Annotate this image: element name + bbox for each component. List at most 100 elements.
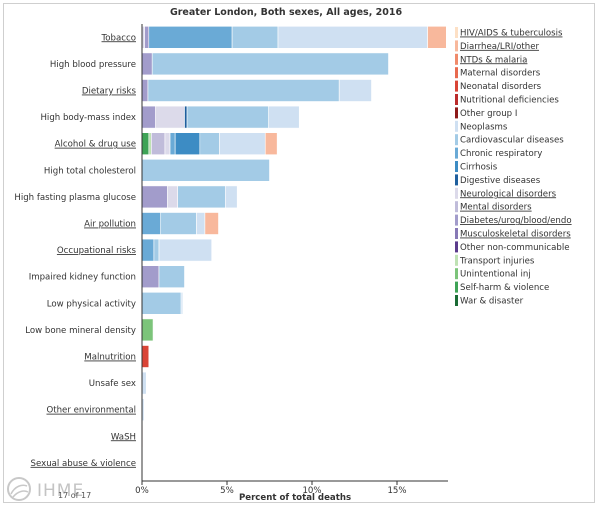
bar-segment-low-bone-mineral-density-unintentional-inj[interactable]	[141, 318, 154, 342]
legend-swatch-cardiovascular-diseases	[455, 134, 458, 146]
bar-segment-tobacco-diabetes-urog-blood-endo[interactable]	[144, 25, 150, 49]
legend-item-hiv-aids-tuberculosis[interactable]: HIV/AIDS & tuberculosis	[460, 29, 563, 39]
bar-segment-impaired-kidney-function-diabetes-urog-blood-endo[interactable]	[141, 265, 160, 289]
legend-item-other-non-communicable[interactable]: Other non-communicable	[460, 243, 570, 253]
category-label-high-total-cholesterol: High total cholesterol	[44, 166, 136, 176]
legend-item-cardiovascular-diseases[interactable]: Cardiovascular diseases	[460, 136, 564, 146]
legend-swatch-nutritional-deficiencies	[455, 94, 458, 105]
legend-item-other-group-i[interactable]: Other group I	[460, 109, 517, 119]
legend-item-unintentional-inj[interactable]: Unintentional inj	[460, 270, 531, 280]
legend-item-mental-disorders[interactable]: Mental disorders	[460, 203, 532, 213]
x-tick-label-10: 10%	[302, 486, 321, 496]
bar-segment-low-physical-activity-cardiovascular-diseases[interactable]	[141, 291, 182, 315]
legend: HIV/AIDS & tuberculosis Diarrhea/LRI/othe…	[455, 27, 572, 307]
bar-segment-occupational-risks-chronic-respiratory[interactable]	[141, 238, 155, 262]
bar-segment-tobacco-chronic-respiratory[interactable]	[148, 25, 233, 49]
legend-item-diabetes-urog-blood-endo[interactable]: Diabetes/urog/blood/endo	[460, 216, 572, 226]
category-label-sexual-abuse-violence[interactable]: Sexual abuse & violence	[31, 459, 136, 469]
bar-segment-alcohol-drug-use-diarrhea-lri-other[interactable]	[264, 132, 278, 155]
bar-segment-air-pollution-neoplasms[interactable]	[196, 212, 206, 235]
bar-segment-high-body-mass-index-neurological-disorders[interactable]	[155, 105, 185, 129]
bar-segment-alcohol-drug-use-mental-disorders[interactable]	[151, 132, 166, 155]
legend-item-nutritional-deficiencies[interactable]: Nutritional deficiencies	[460, 96, 559, 106]
legend-swatch-neoplasms	[455, 120, 458, 132]
x-axis-label: Percent of total deaths	[239, 493, 351, 503]
bar-segment-high-fasting-plasma-glucose-neoplasms[interactable]	[225, 185, 238, 209]
legend-swatch-transport-injuries	[455, 254, 458, 266]
bar-segment-air-pollution-cardiovascular-diseases[interactable]	[160, 212, 197, 235]
category-label-wash[interactable]: WaSH	[111, 432, 136, 442]
legend-swatch-diarrhea-lri-other	[455, 40, 458, 52]
legend-item-cirrhosis[interactable]: Cirrhosis	[460, 163, 498, 173]
ihme-logo-mark	[10, 484, 29, 498]
bar-segment-alcohol-drug-use-chronic-respiratory[interactable]	[169, 132, 176, 155]
bar-segment-alcohol-drug-use-cirrhosis[interactable]	[174, 132, 201, 155]
bar-segment-high-body-mass-index-diabetes-urog-blood-endo[interactable]	[141, 105, 156, 129]
legend-item-chronic-respiratory[interactable]: Chronic respiratory	[460, 149, 542, 159]
legend-item-transport-injuries[interactable]: Transport injuries	[459, 256, 535, 266]
bar-segment-alcohol-drug-use-neoplasms[interactable]	[219, 132, 266, 155]
category-label-low-physical-activity: Low physical activity	[47, 299, 136, 309]
category-labels: Tobacco High blood pressure Dietary risks H…	[14, 33, 136, 469]
legend-item-neonatal-disorders[interactable]: Neonatal disorders	[460, 82, 542, 92]
legend-swatch-digestive-diseases	[455, 174, 458, 186]
bar-segment-air-pollution-chronic-respiratory[interactable]	[141, 212, 162, 235]
category-label-occupational-risks[interactable]: Occupational risks	[57, 246, 137, 256]
bar-segment-low-physical-activity-neoplasms[interactable]	[180, 291, 184, 315]
legend-item-neoplasms[interactable]: Neoplasms	[460, 122, 508, 132]
bar-segment-dietary-risks-neoplasms[interactable]	[338, 79, 372, 102]
bar-segment-tobacco-diarrhea-lri-other[interactable]	[427, 25, 447, 49]
bar-segment-air-pollution-diarrhea-lri-other[interactable]	[204, 212, 219, 235]
legend-item-digestive-diseases[interactable]: Digestive diseases	[460, 176, 541, 186]
legend-item-neurological-disorders[interactable]: Neurological disorders	[460, 189, 557, 199]
category-label-impaired-kidney-function: Impaired kidney function	[29, 273, 136, 283]
bar-segment-dietary-risks-diabetes-urog-blood-endo[interactable]	[141, 79, 149, 102]
bar-segment-dietary-risks-cardiovascular-diseases[interactable]	[147, 79, 340, 102]
legend-swatch-other-group-i	[455, 107, 458, 119]
legend-item-self-harm-violence[interactable]: Self-harm & violence	[460, 283, 549, 293]
bar-segment-tobacco-cardiovascular-diseases[interactable]	[231, 25, 279, 49]
bar-segment-tobacco-neoplasms[interactable]	[277, 25, 428, 49]
bar-segment-high-fasting-plasma-glucose-diabetes-urog-blood-endo[interactable]	[141, 185, 168, 209]
bar-segment-high-body-mass-index-cardiovascular-diseases[interactable]	[186, 105, 269, 129]
bar-segment-alcohol-drug-use-self-harm-violence[interactable]	[141, 132, 150, 155]
legend-swatch-war-disaster	[455, 295, 458, 306]
legend-item-war-disaster[interactable]: War & disaster	[460, 297, 524, 307]
category-label-tobacco[interactable]: Tobacco	[101, 33, 136, 43]
category-label-air-pollution[interactable]: Air pollution	[84, 220, 136, 230]
bar-segment-high-blood-pressure-diabetes-urog-blood-endo[interactable]	[141, 52, 153, 76]
bar-segment-unsafe-sex-neoplasms[interactable]	[141, 371, 147, 395]
category-label-malnutrition[interactable]: Malnutrition	[84, 353, 136, 363]
category-label-high-blood-pressure: High blood pressure	[50, 60, 136, 70]
category-label-alcohol-drug-use[interactable]: Alcohol & drug use	[55, 140, 136, 150]
bar-segment-alcohol-drug-use-neurological-disorders[interactable]	[164, 132, 171, 155]
category-label-high-fasting-plasma-glucose: High fasting plasma glucose	[14, 193, 136, 203]
bar-segment-high-total-cholesterol-cardiovascular-diseases[interactable]	[141, 159, 270, 182]
bar-segment-high-body-mass-index-digestive-diseases[interactable]	[184, 105, 188, 129]
bar-segment-high-blood-pressure-cardiovascular-diseases[interactable]	[151, 52, 389, 76]
legend-swatch-musculoskeletal-disorders	[455, 228, 458, 239]
category-label-dietary-risks[interactable]: Dietary risks	[82, 87, 137, 97]
chart-title: Greater London, Both sexes, All ages, 20…	[170, 7, 403, 18]
legend-swatch-hiv-aids-tuberculosis	[455, 27, 458, 38]
ihme-logo: IHME	[7, 477, 84, 501]
bar-segment-impaired-kidney-function-cardiovascular-diseases[interactable]	[158, 265, 185, 289]
ihme-logo-text: IHME	[37, 481, 84, 501]
bar-segment-occupational-risks-neoplasms[interactable]	[158, 238, 213, 262]
bar-segment-malnutrition-neonatal-disorders[interactable]	[141, 345, 150, 368]
bar-segment-high-fasting-plasma-glucose-neurological-disorders[interactable]	[167, 185, 178, 209]
bar-segment-high-fasting-plasma-glucose-cardiovascular-diseases[interactable]	[177, 185, 226, 209]
legend-swatch-mental-disorders	[455, 201, 458, 213]
bar-segment-alcohol-drug-use-transport-injuries[interactable]	[148, 132, 152, 155]
legend-swatch-neurological-disorders	[455, 187, 458, 199]
category-label-other-environmental[interactable]: Other environmental	[46, 406, 136, 416]
bar-segment-occupational-risks-cardiovascular-diseases[interactable]	[153, 238, 160, 262]
legend-swatch-self-harm-violence	[455, 281, 458, 293]
bar-segment-high-body-mass-index-neoplasms[interactable]	[268, 105, 300, 129]
legend-item-maternal-disorders[interactable]: Maternal disorders	[460, 69, 541, 79]
legend-item-diarrhea-lri-other[interactable]: Diarrhea/LRI/other	[460, 42, 539, 52]
bar-segment-alcohol-drug-use-cardiovascular-diseases[interactable]	[199, 132, 220, 155]
legend-item-ntds-malaria[interactable]: NTDs & malaria	[460, 55, 527, 65]
legend-swatch-cirrhosis	[455, 161, 458, 172]
legend-item-musculoskeletal-disorders[interactable]: Musculoskeletal disorders	[460, 230, 571, 240]
